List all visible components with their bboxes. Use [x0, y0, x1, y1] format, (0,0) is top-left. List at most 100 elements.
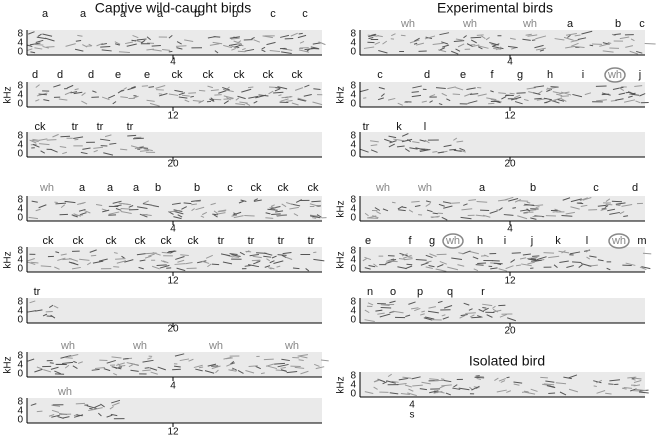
- spectrogram-trace: [425, 316, 435, 320]
- time-tick-label: 20: [167, 159, 179, 170]
- spectrogram-trace: [466, 43, 473, 47]
- spectrogram-trace: [456, 140, 464, 143]
- spectrogram-trace: [50, 148, 58, 153]
- spectrogram-trace: [278, 94, 282, 97]
- spectrogram-bg: [27, 132, 322, 157]
- spectrogram-trace: [537, 90, 543, 95]
- spectrogram-trace: [81, 92, 86, 96]
- spectrogram-trace: [409, 147, 418, 150]
- spectrogram-trace: [33, 43, 44, 46]
- spectrogram-trace: [157, 366, 166, 371]
- spectrogram-trace: [540, 376, 548, 379]
- spectrogram-trace: [261, 49, 266, 53]
- spectrogram-trace: [55, 251, 60, 254]
- spectrogram-trace: [382, 40, 388, 45]
- spectrogram-trace: [73, 136, 84, 140]
- spectrogram-trace: [53, 84, 61, 88]
- spectrogram-trace: [230, 368, 236, 371]
- spectrogram-trace: [43, 99, 50, 102]
- spectrogram-trace: [522, 38, 531, 41]
- spectrogram-trace: [67, 353, 79, 358]
- syllable-label: wh: [607, 69, 622, 81]
- spectrogram-trace: [635, 100, 641, 104]
- spectrogram-trace: [101, 208, 107, 211]
- spectrogram-trace: [498, 378, 506, 382]
- spectrogram-trace: [421, 100, 427, 103]
- spectrogram-trace: [374, 379, 380, 383]
- spectrogram-trace: [596, 99, 607, 102]
- spectrogram-trace: [212, 213, 219, 216]
- spectrogram-trace: [265, 212, 271, 215]
- spectrogram-trace: [375, 309, 383, 312]
- spectrogram-trace: [139, 146, 149, 149]
- spectrogram-trace: [213, 210, 218, 214]
- spectrogram-trace: [531, 259, 542, 262]
- y-tick-label: 0: [17, 149, 23, 160]
- spectrogram-trace: [237, 50, 246, 53]
- y-tick-label: 0: [17, 415, 23, 426]
- spectrogram-trace: [367, 217, 379, 219]
- spectrogram-trace: [71, 214, 78, 218]
- spectrogram-trace: [414, 37, 420, 42]
- spectrogram-trace: [398, 377, 409, 381]
- syllable-label: q: [447, 286, 453, 298]
- spectrogram-trace: [93, 407, 103, 410]
- syllable-label: tr: [308, 235, 315, 247]
- spectrogram-trace: [82, 147, 91, 150]
- time-unit: s: [410, 410, 415, 421]
- spectrogram-trace: [455, 87, 464, 91]
- spectrogram-trace: [362, 258, 367, 262]
- spectrogram-trace: [462, 250, 471, 255]
- spectrogram-trace: [103, 152, 114, 156]
- y-tick-label: 4: [350, 204, 356, 215]
- spectrogram-trace: [414, 204, 421, 207]
- spectrogram-trace: [299, 40, 305, 44]
- syllable-label: b: [155, 182, 161, 194]
- spectrogram-trace: [561, 98, 567, 102]
- spectrogram-trace: [96, 42, 104, 47]
- spectrogram-trace: [601, 92, 611, 96]
- spectrogram-trace: [530, 217, 537, 220]
- spectrogram-trace: [280, 369, 287, 372]
- spectrogram-trace: [49, 304, 54, 308]
- syllable-label: a: [479, 182, 486, 194]
- spectrogram-trace: [404, 148, 410, 152]
- spectrogram-trace: [275, 210, 284, 213]
- spectrogram-trace: [112, 200, 122, 204]
- time-tick-label: 4: [170, 224, 176, 235]
- spectrogram-trace: [286, 202, 294, 206]
- spectrogram-trace: [411, 94, 422, 98]
- syllable-label: c: [593, 182, 599, 194]
- y-tick-label: 4: [17, 406, 23, 417]
- spectrogram-trace: [572, 93, 583, 98]
- spectrogram-trace: [476, 34, 484, 36]
- spectrogram-trace: [581, 30, 593, 35]
- syllable-label: i: [504, 235, 506, 247]
- spectrogram-trace: [577, 37, 587, 40]
- spectrogram-trace: [532, 255, 540, 257]
- spectrogram-trace: [512, 207, 517, 209]
- spectrogram-trace: [64, 200, 76, 204]
- spectrogram-trace: [432, 42, 444, 46]
- spectrogram-trace: [27, 310, 37, 313]
- spectrogram-trace: [557, 99, 565, 102]
- spectrogram-trace: [209, 43, 220, 46]
- spectrogram-trace: [623, 215, 629, 218]
- spectrogram-trace: [229, 253, 238, 255]
- spectrogram-trace: [578, 264, 583, 268]
- spectrogram-trace: [377, 97, 384, 101]
- spectrogram-trace: [436, 264, 444, 268]
- syllable-label: j: [638, 69, 641, 81]
- spectrogram-trace: [500, 380, 506, 383]
- spectrogram-trace: [207, 263, 212, 268]
- syllable-label: d: [88, 69, 94, 81]
- spectrogram-trace: [193, 364, 203, 369]
- spectrogram-trace: [277, 363, 289, 368]
- spectrogram-trace: [628, 95, 633, 98]
- spectrogram-trace: [441, 216, 448, 221]
- spectrogram-trace: [519, 257, 527, 260]
- spectrogram-trace: [42, 45, 49, 49]
- spectrogram-trace: [241, 47, 246, 51]
- y-axis-label: kHz: [3, 86, 14, 103]
- spectrogram-trace: [400, 34, 406, 37]
